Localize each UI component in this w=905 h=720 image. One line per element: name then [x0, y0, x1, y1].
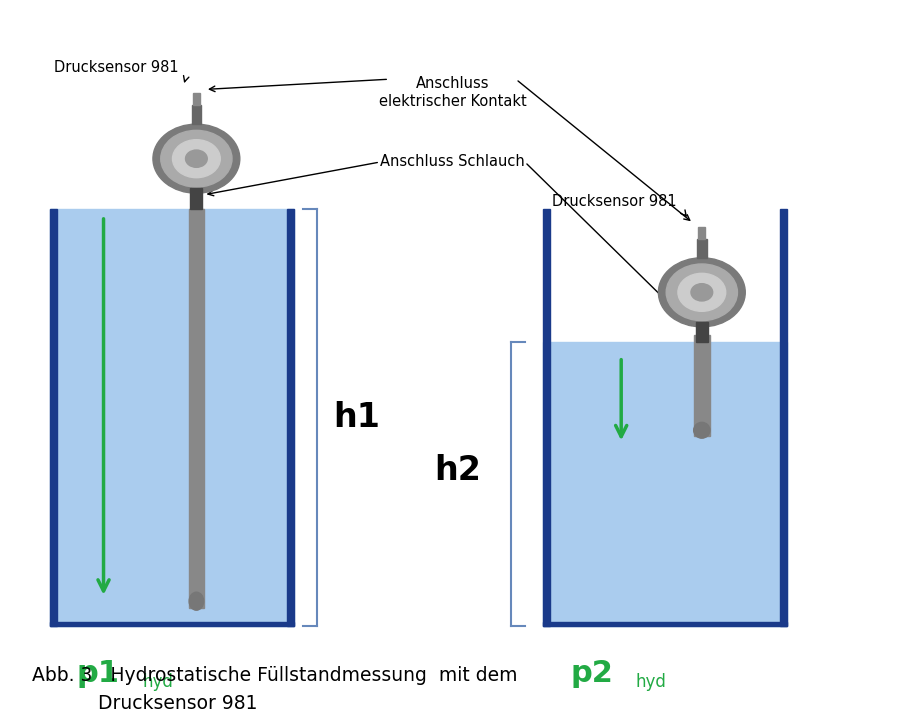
Bar: [50, 209, 57, 626]
Bar: [696, 322, 708, 343]
Text: hyd: hyd: [635, 672, 666, 691]
Circle shape: [161, 130, 232, 187]
Bar: [189, 209, 204, 608]
Bar: [543, 209, 550, 626]
Text: Anschluss Schlauch: Anschluss Schlauch: [380, 155, 525, 169]
Ellipse shape: [693, 423, 710, 438]
Circle shape: [691, 284, 713, 301]
Text: h1: h1: [333, 401, 380, 434]
Bar: [697, 239, 707, 258]
Circle shape: [658, 258, 746, 327]
Text: Drucksensor 981: Drucksensor 981: [552, 194, 677, 209]
Bar: [693, 336, 710, 436]
Bar: [50, 209, 294, 626]
Bar: [190, 188, 203, 209]
Bar: [192, 105, 201, 124]
Bar: [193, 93, 200, 105]
Circle shape: [173, 140, 220, 178]
Text: hyd: hyd: [142, 672, 173, 691]
Ellipse shape: [189, 592, 204, 610]
Text: Drucksensor 981: Drucksensor 981: [54, 60, 179, 75]
Text: h2: h2: [434, 454, 481, 487]
Circle shape: [153, 124, 240, 193]
Text: p2: p2: [570, 659, 613, 688]
Text: p1: p1: [77, 659, 120, 688]
Circle shape: [678, 274, 726, 311]
Text: Anschluss
elektrischer Kontakt: Anschluss elektrischer Kontakt: [378, 76, 527, 109]
Bar: [287, 209, 294, 626]
Bar: [543, 343, 787, 626]
Bar: [50, 622, 294, 626]
Circle shape: [186, 150, 207, 167]
Circle shape: [666, 264, 738, 320]
Bar: [699, 227, 705, 239]
Bar: [780, 209, 787, 626]
Bar: [543, 622, 787, 626]
Text: Abb. 3   Hydrostatische Füllstandmessung  mit dem
           Drucksensor 981: Abb. 3 Hydrostatische Füllstandmessung m…: [32, 666, 517, 713]
